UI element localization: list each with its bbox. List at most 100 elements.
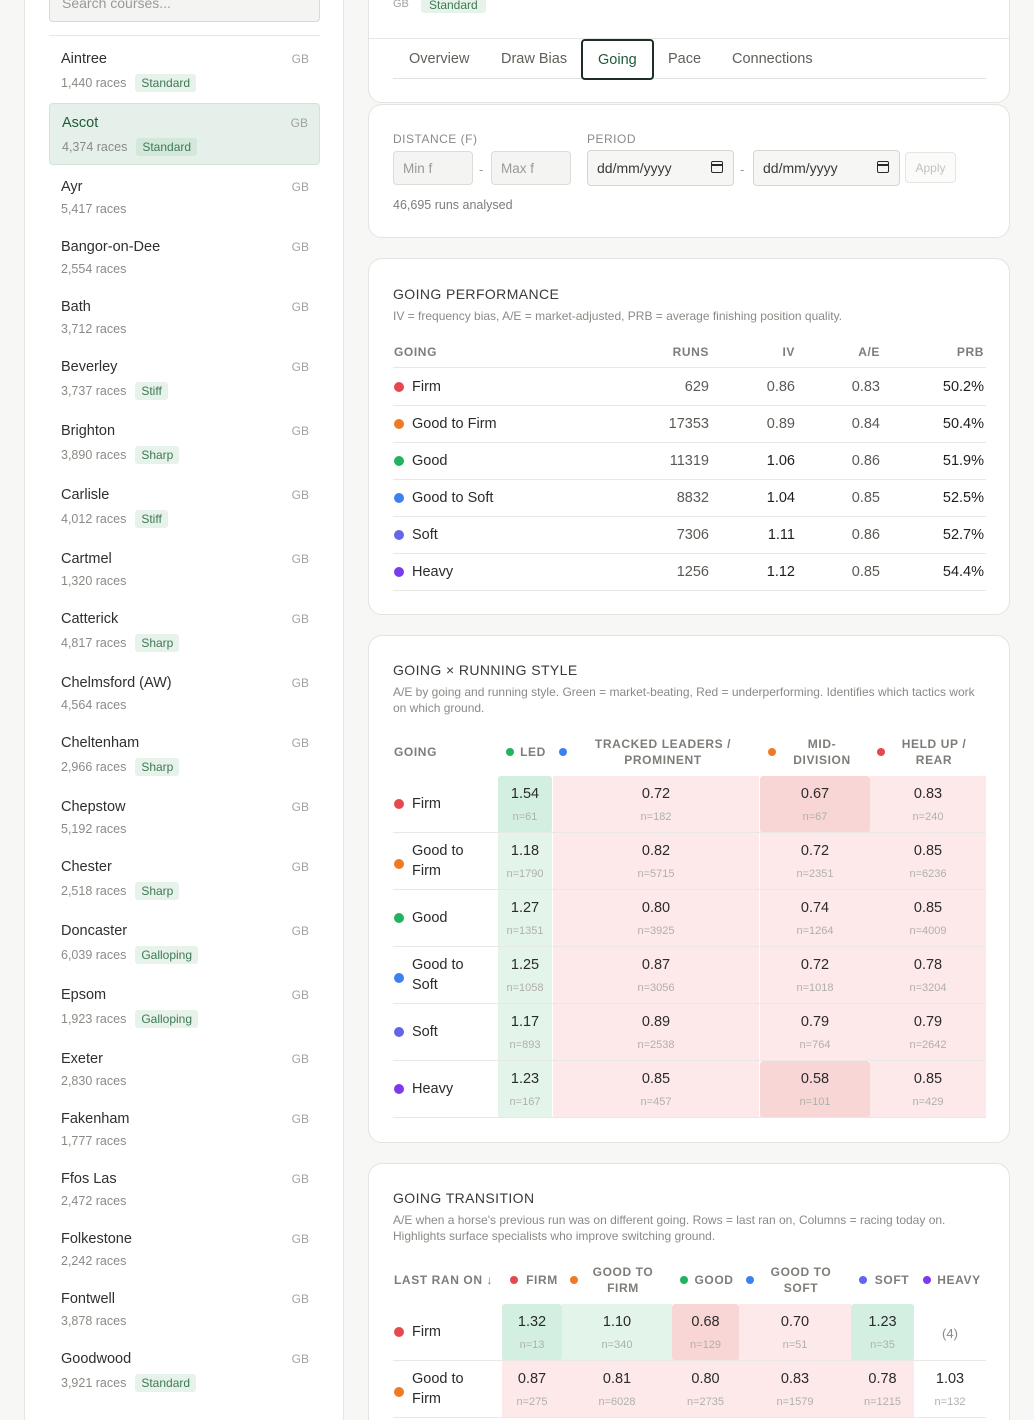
tab-connections[interactable]: Connections: [732, 51, 813, 67]
race-count: 2,966 races: [61, 760, 127, 774]
course-meta: 2,966 races Sharp: [61, 758, 180, 776]
apply-button[interactable]: Apply: [905, 152, 956, 183]
going-dot-icon: [394, 382, 404, 392]
track-type-badge: Galloping: [135, 946, 199, 964]
divider: [393, 946, 986, 947]
ae-value: 0.72: [800, 957, 830, 973]
grid-row: Good to Firm 0.87 n=275 0.81 n=6028 0.80 n=273…: [393, 1361, 986, 1418]
ae-value: 0.85: [913, 900, 943, 916]
ae-value: 0.78: [913, 957, 943, 973]
runs-analysed: 46,695 runs analysed: [393, 198, 513, 212]
divider: [393, 1117, 986, 1118]
heatmap-cell: 0.78 n=1215: [851, 1361, 914, 1418]
course-country: GB: [291, 180, 309, 194]
corner-header: LAST RAN ON ↓: [394, 1273, 494, 1287]
track-type-badge: Stiff: [135, 382, 168, 400]
race-count: 3,737 races: [61, 384, 127, 398]
track-type-badge: Galloping: [135, 1010, 199, 1028]
tab-overview[interactable]: Overview: [409, 51, 470, 67]
course-name: Cheltenham: [61, 735, 140, 751]
course-name: Exeter: [61, 1051, 103, 1067]
calendar-icon[interactable]: [877, 161, 889, 173]
course-item-ascot[interactable]: Ascot GB 4,374 races Standard: [49, 103, 320, 165]
course-meta: 3,921 races Standard: [61, 1374, 197, 1392]
tab-going[interactable]: Going: [581, 39, 654, 80]
course-item-doncaster[interactable]: Doncaster GB 6,039 races Galloping: [49, 912, 320, 976]
column-header-heavy: HEAVY: [937, 1273, 981, 1287]
column-header: PRB: [956, 345, 984, 359]
prb-value: 50.2%: [942, 379, 984, 395]
heatmap-cell: 0.83 n=1579: [739, 1361, 851, 1418]
course-item-chelmsford-aw[interactable]: Chelmsford (AW) GB 4,564 races: [49, 664, 320, 724]
sample-size: n=1058: [506, 982, 544, 994]
start-date-input[interactable]: dd/mm/yyyy: [587, 150, 734, 186]
course-name: Chepstow: [61, 799, 126, 815]
heatmap-cell: 0.83 n=240: [870, 776, 986, 833]
iv-value: 0.89: [766, 416, 795, 432]
going-name: Firm: [412, 796, 441, 812]
course-item-fakenham[interactable]: Fakenham GB 1,777 races: [49, 1100, 320, 1160]
course-item-aintree[interactable]: Aintree GB 1,440 races Standard: [49, 40, 320, 104]
course-item-epsom[interactable]: Epsom GB 1,923 races Galloping: [49, 976, 320, 1040]
course-item-folkestone[interactable]: Folkestone GB 2,242 races: [49, 1220, 320, 1280]
end-date-input[interactable]: dd/mm/yyyy: [753, 150, 900, 186]
min-distance-input[interactable]: Min f: [393, 151, 473, 185]
ae-value: 0.83: [851, 379, 880, 395]
ae-value: 0.81: [602, 1371, 632, 1387]
course-item-cartmel[interactable]: Cartmel GB 1,320 races: [49, 540, 320, 600]
course-item-ffos-las[interactable]: Ffos Las GB 2,472 races: [49, 1160, 320, 1220]
course-name: Folkestone: [61, 1231, 132, 1247]
ae-value: 0.82: [641, 843, 671, 859]
ae-value: 1.23: [868, 1314, 897, 1330]
course-item-fontwell[interactable]: Fontwell GB 3,878 races: [49, 1280, 320, 1340]
course-item-beverley[interactable]: Beverley GB 3,737 races Stiff: [49, 348, 320, 412]
column-header-mid-division: MID-DIVISION: [793, 737, 851, 767]
race-count: 4,012 races: [61, 512, 127, 526]
course-country: GB: [291, 1352, 309, 1366]
style-dot-icon: [859, 1276, 867, 1284]
course-country: GB: [291, 800, 309, 814]
going-dot-icon: [394, 530, 404, 540]
course-item-carlisle[interactable]: Carlisle GB 4,012 races Stiff: [49, 476, 320, 540]
divider: [393, 1003, 986, 1004]
course-item-bangor-on-dee[interactable]: Bangor-on-Dee GB 2,554 races: [49, 228, 320, 288]
divider: [393, 367, 986, 368]
course-country: GB: [291, 488, 309, 502]
course-item-chester[interactable]: Chester GB 2,518 races Sharp: [49, 848, 320, 912]
heatmap-cell: 0.89 n=2538: [553, 1004, 759, 1061]
sample-size: n=275: [516, 1396, 548, 1408]
going-dot-icon: [394, 1387, 404, 1397]
course-item-cheltenham[interactable]: Cheltenham GB 2,966 races Sharp: [49, 724, 320, 788]
prb-value: 51.9%: [942, 453, 984, 469]
performance-row: Good 11319 1.06 0.86 51.9%: [393, 442, 986, 479]
course-meta: 2,554 races: [61, 262, 126, 276]
course-item-bath[interactable]: Bath GB 3,712 races: [49, 288, 320, 348]
search-input[interactable]: Search courses...: [49, 0, 320, 22]
course-meta: 3,712 races: [61, 322, 126, 336]
sample-size: n=3925: [637, 925, 675, 937]
going-name: Heavy: [412, 1081, 454, 1097]
heatmap-cell: 0.82 n=5715: [553, 833, 759, 890]
course-item-chepstow[interactable]: Chepstow GB 5,192 races: [49, 788, 320, 848]
max-distance-input[interactable]: Max f: [491, 151, 571, 185]
track-type-badge: Sharp: [135, 446, 180, 464]
race-count: 4,374 races: [62, 140, 128, 154]
course-meta: 5,192 races: [61, 822, 126, 836]
course-item-brighton[interactable]: Brighton GB 3,890 races Sharp: [49, 412, 320, 476]
course-name: Ayr: [61, 179, 83, 195]
course-meta: 4,564 races: [61, 698, 126, 712]
country-code: GB: [393, 0, 409, 10]
course-item-ayr[interactable]: Ayr GB 5,417 races: [49, 168, 320, 228]
tab-pace[interactable]: Pace: [668, 51, 702, 67]
ae-value: 1.54: [510, 786, 540, 802]
course-item-exeter[interactable]: Exeter GB 2,830 races: [49, 1040, 320, 1100]
column-header-led: LED: [520, 745, 546, 759]
grid-row: Heavy 1.23 n=167 0.85 n=457 0.58 n=101 0.85 n=42…: [393, 1061, 986, 1118]
ae-value: 0.87: [641, 957, 671, 973]
track-type-badge: Sharp: [135, 758, 180, 776]
tab-draw-bias[interactable]: Draw Bias: [501, 51, 568, 67]
course-item-goodwood[interactable]: Goodwood GB 3,921 races Standard: [49, 1340, 320, 1404]
course-item-catterick[interactable]: Catterick GB 4,817 races Sharp: [49, 600, 320, 664]
calendar-icon[interactable]: [711, 161, 723, 173]
ae-value: 0.72: [800, 843, 830, 859]
